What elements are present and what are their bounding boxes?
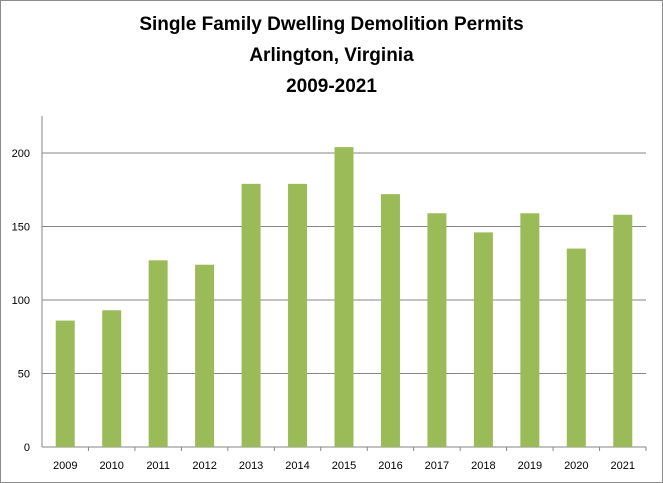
x-tick-label-2018: 2018 <box>471 460 495 472</box>
y-tick-label-150: 150 <box>12 222 30 234</box>
bar-2009 <box>55 320 75 447</box>
x-tick-label-2014: 2014 <box>285 460 309 472</box>
y-tick-label-0: 0 <box>24 442 30 454</box>
y-tick-label-100: 100 <box>12 295 30 307</box>
bar-2015 <box>334 147 354 447</box>
bar-2014 <box>288 183 308 447</box>
x-tick-label-2013: 2013 <box>239 460 263 472</box>
chart-title-line-2: Arlington, Virginia <box>249 45 414 66</box>
bar-2016 <box>380 194 400 447</box>
bar-2012 <box>195 264 215 447</box>
y-tick-label-50: 50 <box>18 369 30 381</box>
x-tick-label-2009: 2009 <box>53 460 77 472</box>
x-tick-label-2010: 2010 <box>99 460 123 472</box>
bar-2021 <box>613 214 633 447</box>
bar-2011 <box>148 260 168 447</box>
bar-2013 <box>241 183 261 447</box>
chart-title-line-3: 2009-2021 <box>286 76 377 97</box>
x-tick-label-2011: 2011 <box>146 460 170 472</box>
bar-2010 <box>102 310 122 447</box>
x-tick-label-2019: 2019 <box>518 460 542 472</box>
bar-2017 <box>427 213 447 447</box>
bar-2018 <box>473 232 493 447</box>
x-tick-label-2017: 2017 <box>425 460 449 472</box>
y-tick-label-200: 200 <box>12 148 30 160</box>
bar-2019 <box>520 213 540 447</box>
x-tick-label-2015: 2015 <box>332 460 356 472</box>
x-tick-label-2012: 2012 <box>192 460 216 472</box>
x-tick-label-2020: 2020 <box>564 460 588 472</box>
bar-2020 <box>566 248 586 447</box>
chart-title-line-1: Single Family Dwelling Demolition Permit… <box>139 14 524 35</box>
x-tick-label-2016: 2016 <box>378 460 402 472</box>
x-tick-label-2021: 2021 <box>611 460 635 472</box>
